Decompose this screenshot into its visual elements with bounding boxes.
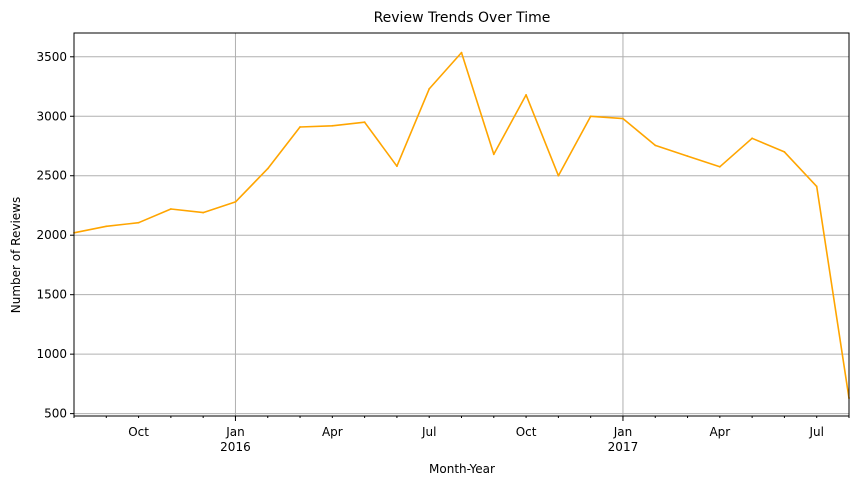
grid [74,33,849,416]
data-point [622,117,624,120]
y-axis-label: Number of Reviews [9,197,23,313]
data-point [331,124,334,127]
data-point [396,165,398,168]
x-tick-label: Jan [613,425,633,439]
data-point [105,225,108,228]
data-point [492,153,495,156]
x-tick-label: Jan [225,425,245,439]
data-point [137,221,140,224]
y-tick-label: 1000 [36,347,67,361]
data-point [525,93,527,96]
x-tick-label: Apr [709,425,730,439]
y-tick-label: 2500 [36,169,67,183]
y-tick-label: 500 [44,407,67,421]
data-point [751,137,754,140]
data-point [589,115,592,118]
y-tick-label: 3500 [36,50,67,64]
y-tick-label: 2000 [36,228,67,242]
chart-title: Review Trends Over Time [374,10,551,26]
x-year-label: 2016 [220,440,251,454]
tick-labels: 500100015002000250030003500Jan2016Jan201… [36,50,823,454]
data-point [169,208,172,210]
series-line [73,51,850,399]
data-point [815,185,818,188]
x-tick-label: Jul [421,425,436,439]
plot-frame [73,32,850,417]
y-tick-label: 3000 [36,109,67,123]
x-axis-label: Month-Year [429,462,495,476]
data-point [783,151,786,153]
data-point [202,211,205,214]
data-point [234,201,237,203]
x-year-label: 2017 [608,440,639,454]
data-point [266,167,269,170]
data-point [428,88,431,90]
data-point [460,51,463,54]
data-point [654,144,657,147]
data-point [299,126,301,128]
x-tick-label: Oct [516,425,537,439]
x-tick-label: Apr [322,425,343,439]
data-point [557,174,560,177]
y-tick-label: 1500 [36,288,67,302]
data-point [686,155,689,158]
x-tick-label: Jul [808,425,823,439]
x-tick-label: Oct [128,425,149,439]
data-point [718,165,721,168]
series [73,51,850,400]
ticks [70,56,850,421]
data-point [363,121,366,124]
